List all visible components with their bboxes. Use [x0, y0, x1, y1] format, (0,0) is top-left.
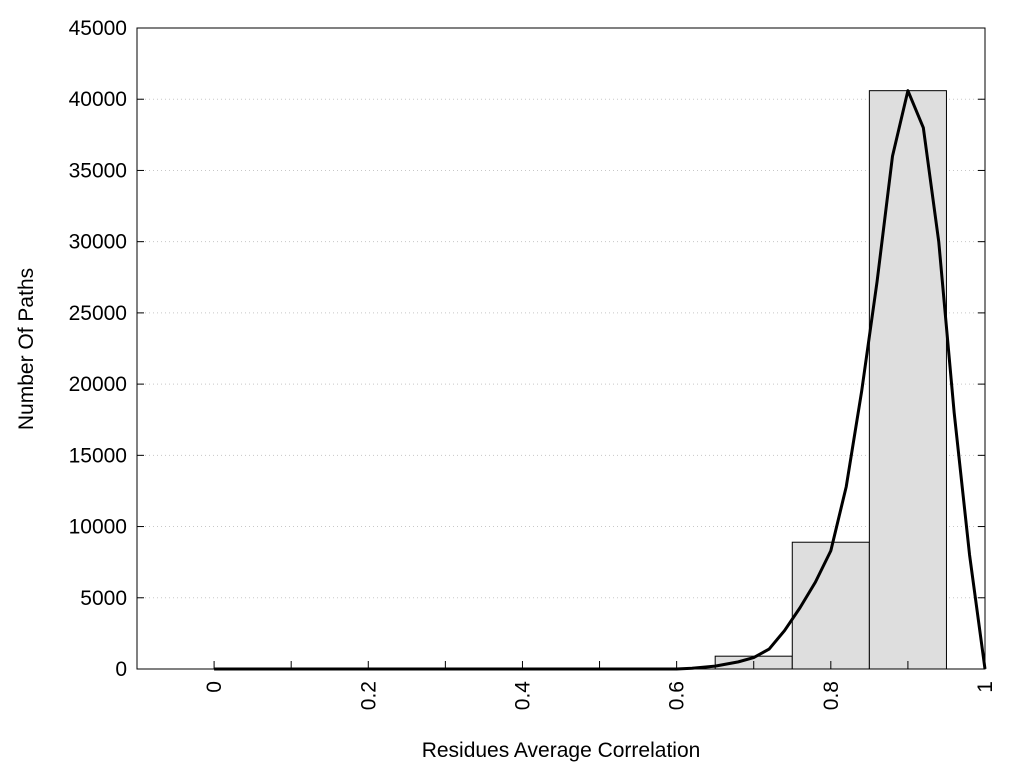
x-tick-label: 0.6	[666, 681, 689, 710]
y-tick-label: 45000	[69, 17, 127, 40]
y-tick-label: 5000	[80, 587, 127, 610]
histogram-bar	[791, 541, 870, 670]
x-axis-label: Residues Average Correlation	[422, 739, 701, 762]
bars	[714, 90, 947, 670]
y-tick-label: 20000	[69, 373, 127, 396]
y-tick-label: 35000	[69, 159, 127, 182]
axes	[136, 27, 986, 670]
tick-labels: 0 5000 10000 15000 20000 25000 30000 35000 40000…	[69, 17, 997, 710]
plot-frame	[136, 27, 986, 670]
y-axis-label: Number Of Paths	[15, 268, 38, 430]
x-tick-label: 0.2	[357, 681, 380, 710]
x-tick-label: 0.4	[511, 681, 534, 711]
x-tick-label: 0	[203, 681, 226, 693]
histogram-bar	[868, 90, 947, 670]
y-tick-label: 15000	[69, 444, 127, 467]
x-tick-label: 0.8	[820, 681, 843, 710]
y-tick-label: 25000	[69, 302, 127, 325]
y-tick-label: 30000	[69, 231, 127, 254]
x-tick-label: 1	[974, 681, 997, 693]
y-tick-label: 0	[115, 658, 127, 681]
y-tick-label: 10000	[69, 516, 127, 539]
grid-lines	[137, 98, 985, 599]
y-tick-label: 40000	[69, 88, 127, 111]
